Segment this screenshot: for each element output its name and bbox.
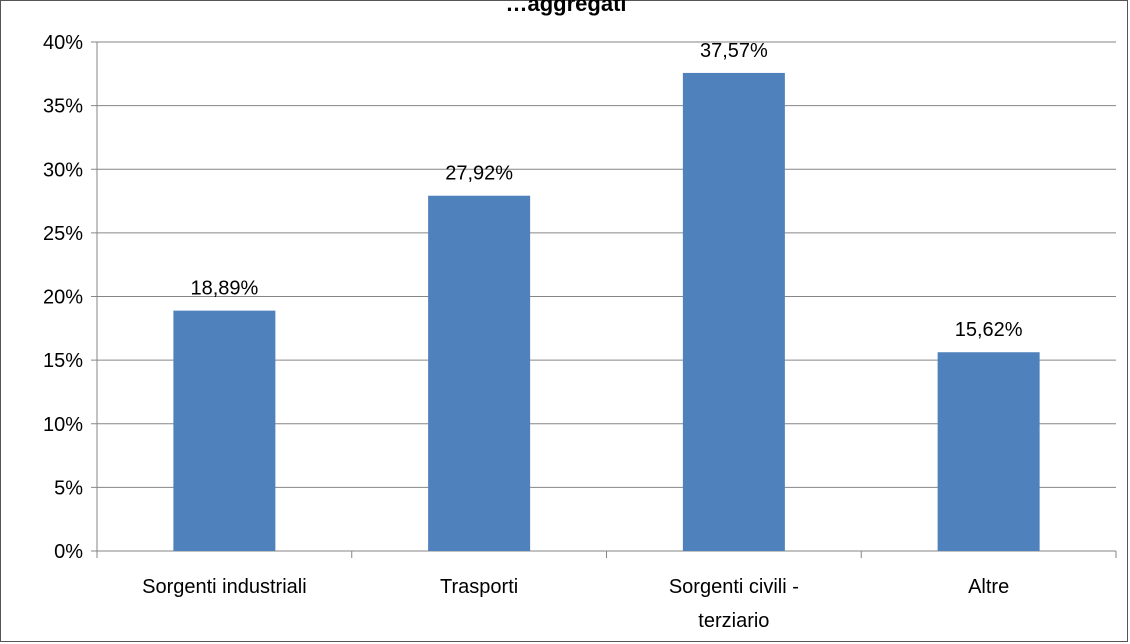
chart-title: …aggregati — [505, 0, 627, 16]
y-tick-label: 5% — [54, 477, 83, 499]
bar — [428, 195, 531, 551]
y-tick-label: 0% — [54, 541, 83, 563]
data-label: 18,89% — [190, 278, 258, 300]
x-tick-label: Sorgenti industriali — [142, 576, 307, 598]
x-tick-label: Trasporti — [440, 576, 518, 598]
bar — [173, 310, 276, 551]
bar — [937, 352, 1040, 551]
data-label: 15,62% — [955, 319, 1023, 341]
y-tick-label: 40% — [43, 32, 83, 54]
y-tick-label: 10% — [43, 414, 83, 436]
x-tick-label: Sorgenti civili - — [669, 576, 799, 598]
y-tick-label: 30% — [43, 159, 83, 181]
data-label: 27,92% — [445, 163, 513, 185]
y-tick-label: 15% — [43, 350, 83, 372]
y-tick-label: 35% — [43, 96, 83, 118]
bar — [682, 72, 785, 551]
y-tick-label: 20% — [43, 287, 83, 309]
y-tick-label: 25% — [43, 223, 83, 245]
data-label: 37,57% — [700, 40, 768, 62]
x-tick-label: terziario — [698, 610, 769, 632]
x-tick-label: Altre — [968, 576, 1009, 598]
